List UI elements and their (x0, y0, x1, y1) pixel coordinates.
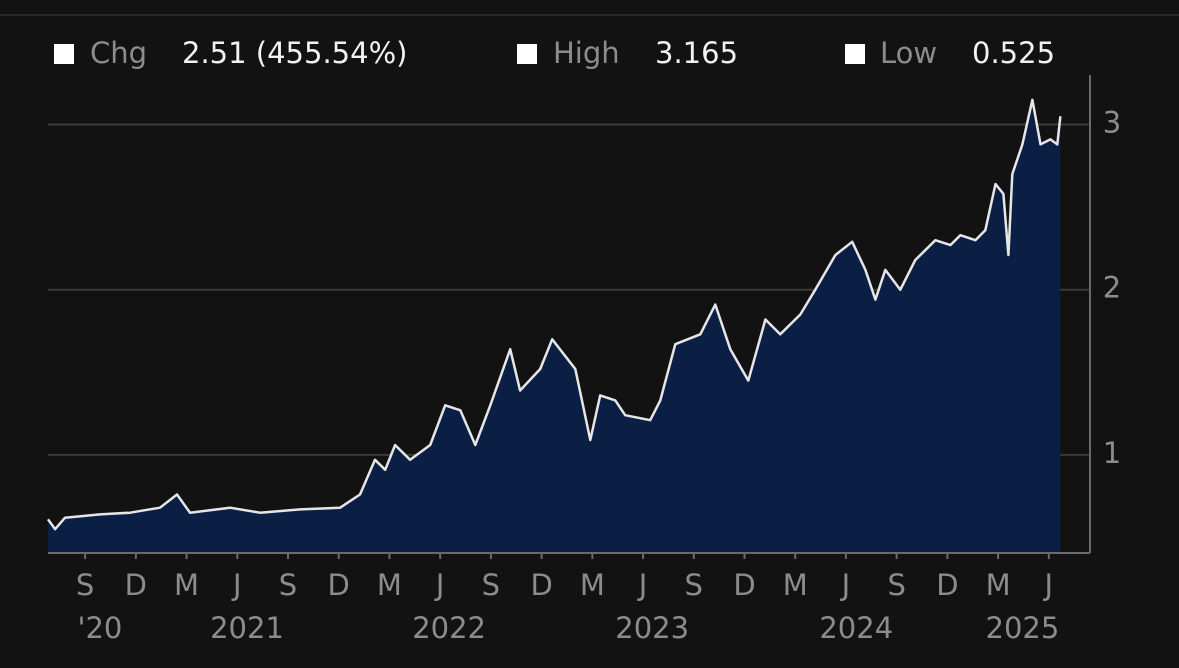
price-line (46, 98, 1062, 531)
year-label: 2025 (986, 611, 1060, 645)
x-tick-label: S (279, 568, 297, 602)
x-tick-label: J (637, 568, 648, 602)
x-tick-label: D (125, 568, 147, 602)
x-tick-label: J (231, 568, 242, 602)
x-tick-label: M (377, 568, 402, 602)
x-tick-label: J (434, 568, 445, 602)
x-tick-label: S (482, 568, 500, 602)
year-label: 2023 (615, 611, 689, 645)
y-tick-label: 2 (1103, 271, 1121, 305)
legend-label: Low (880, 36, 937, 70)
legend-swatch (845, 44, 865, 64)
x-tick-label: J (840, 568, 851, 602)
x-tick-label: D (733, 568, 755, 602)
legend-value: 0.525 (972, 36, 1055, 70)
year-label: 2021 (210, 611, 284, 645)
legend-swatch (517, 44, 537, 64)
legend-swatch (54, 44, 74, 64)
y-tick-label: 3 (1103, 106, 1121, 140)
x-tick-label: M (783, 568, 808, 602)
legend-label: High (553, 36, 620, 70)
year-label: 2022 (412, 611, 486, 645)
x-tick-label: S (685, 568, 703, 602)
area-fill (48, 99, 1061, 554)
x-tick-label: D (936, 568, 958, 602)
x-tick-label: M (580, 568, 605, 602)
x-tick-label: S (887, 568, 905, 602)
x-tick-label: M (174, 568, 199, 602)
y-tick-label: 1 (1103, 436, 1121, 470)
year-label: 2024 (819, 611, 893, 645)
legend-value: 2.51 (455.54%) (182, 36, 407, 70)
year-label: '20 (78, 611, 123, 645)
x-tick-label: D (328, 568, 350, 602)
legend-label: Chg (90, 36, 147, 70)
x-tick-label: J (1043, 568, 1054, 602)
x-tick-label: S (76, 568, 94, 602)
legend-value: 3.165 (655, 36, 738, 70)
x-tick-label: D (530, 568, 552, 602)
legend: Chg 2.51 (455.54%) High 3.165 Low 0.525 (54, 36, 1055, 70)
x-tick-label: M (986, 568, 1011, 602)
